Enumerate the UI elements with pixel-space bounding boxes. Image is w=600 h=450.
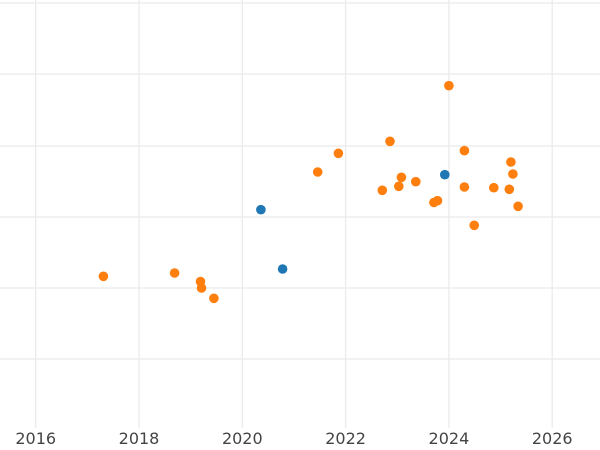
vertical-gridlines: [35, 0, 553, 428]
data-point-blue: [256, 204, 266, 215]
x-tick-label: 2018: [119, 429, 160, 448]
data-point-orange: [444, 80, 454, 91]
data-point-orange: [385, 136, 395, 147]
data-point-orange: [98, 271, 109, 282]
data-points: [98, 80, 523, 304]
data-point-orange: [169, 268, 180, 278]
data-point-orange: [508, 169, 518, 179]
data-point-orange: [377, 185, 388, 196]
data-point-orange: [394, 181, 404, 192]
data-point-orange: [506, 157, 516, 167]
data-point-orange: [469, 220, 480, 231]
data-point-orange: [411, 176, 421, 187]
data-point-orange: [513, 201, 523, 212]
data-point-orange: [396, 172, 407, 183]
data-point-orange: [489, 182, 499, 193]
x-axis-tick-labels: 2016 2018 2020 2022 2024 2026: [15, 429, 572, 448]
data-point-orange: [312, 167, 323, 177]
x-tick-label: 2026: [532, 429, 573, 448]
data-point-orange: [459, 145, 470, 156]
data-point-blue: [440, 169, 450, 180]
x-tick-label: 2016: [15, 429, 56, 448]
data-point-orange: [459, 182, 470, 192]
x-tick-label: 2022: [325, 429, 366, 448]
data-point-orange: [209, 293, 219, 304]
data-point-orange: [333, 148, 344, 159]
x-tick-label: 2024: [429, 429, 470, 448]
data-point-orange: [196, 283, 207, 293]
x-tick-label: 2020: [222, 429, 263, 448]
data-point-orange: [504, 184, 515, 195]
horizontal-gridlines: [0, 2, 600, 360]
data-point-blue: [277, 264, 288, 274]
data-point-orange: [432, 195, 443, 206]
